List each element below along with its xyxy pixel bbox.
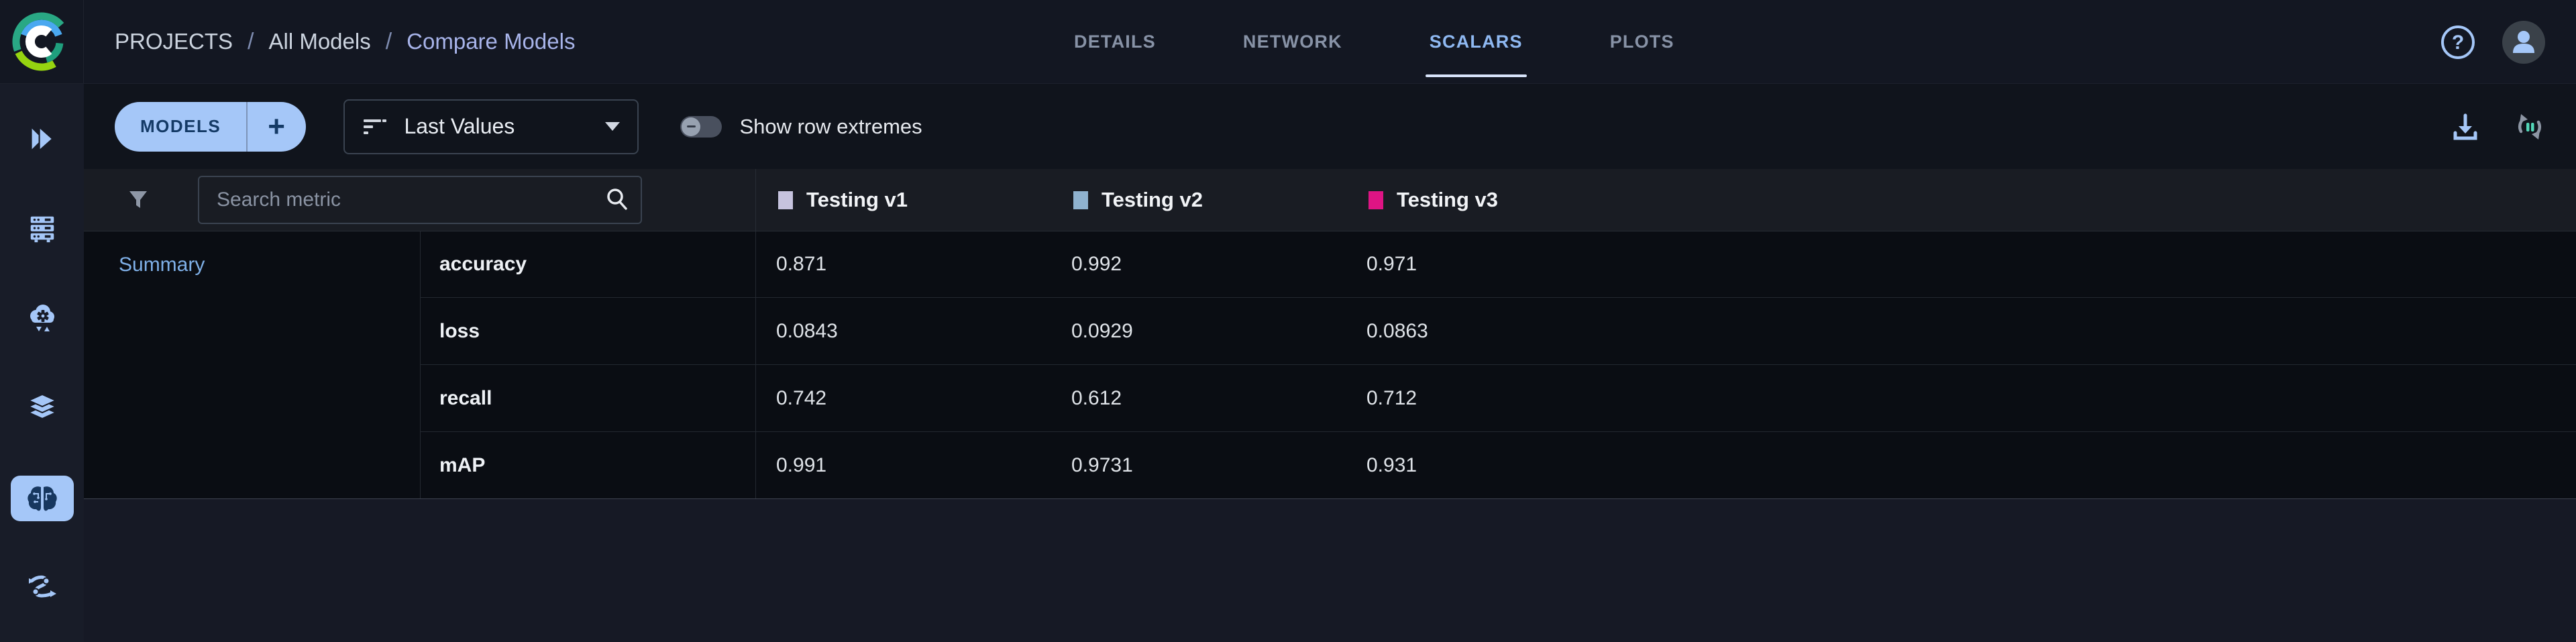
row-filler xyxy=(1642,231,2576,298)
models-pill: MODELS + xyxy=(115,101,307,152)
metric-value: 0.742 xyxy=(756,365,1051,432)
metric-search xyxy=(198,176,642,224)
tab-details[interactable]: DETAILS xyxy=(1074,32,1156,52)
column-header-testing-v2: Testing v2 xyxy=(1051,169,1346,231)
tab-network[interactable]: NETWORK xyxy=(1242,32,1342,52)
pipelines-icon xyxy=(28,575,56,598)
row-filler xyxy=(1642,432,2576,498)
auto-refresh-button[interactable] xyxy=(2513,110,2546,144)
nav-right-actions: ? xyxy=(2439,0,2576,84)
sidebar-item-datasets[interactable] xyxy=(11,386,74,431)
column-label: Testing v1 xyxy=(806,188,908,211)
values-mode-select[interactable]: Last Values xyxy=(343,99,639,154)
sidebar-item-workers-queues[interactable] xyxy=(11,206,74,252)
metric-value: 0.991 xyxy=(756,432,1051,498)
breadcrumb-compare-models: Compare Models xyxy=(407,29,576,54)
metric-group-cell: Summary xyxy=(84,231,421,498)
table-header-filler xyxy=(1642,169,2576,231)
tab-bar: DETAILS NETWORK SCALARS PLOTS xyxy=(1070,0,1678,84)
help-icon: ? xyxy=(2441,25,2475,59)
row-extremes-toggle[interactable] xyxy=(680,115,722,138)
main-content: MODELS + Last Values Show row extremes xyxy=(84,84,2576,642)
refresh-pause-icon xyxy=(2518,113,2541,140)
toggle-knob xyxy=(682,117,701,136)
sidebar-item-experiments[interactable] xyxy=(11,116,74,162)
column-header-testing-v1: Testing v1 xyxy=(756,169,1051,231)
sidebar-item-models[interactable] xyxy=(10,476,74,521)
models-button[interactable]: MODELS xyxy=(140,116,221,136)
values-mode-label: Last Values xyxy=(404,114,515,138)
brain-icon xyxy=(27,486,57,511)
cloud-gear-icon xyxy=(30,305,54,331)
column-label: Testing v2 xyxy=(1102,188,1203,211)
filter-icon[interactable] xyxy=(128,190,148,210)
sidebar xyxy=(0,84,84,642)
metric-name: accuracy xyxy=(421,231,756,298)
sidebar-item-pipelines[interactable] xyxy=(11,566,74,611)
sidebar-item-serving[interactable] xyxy=(11,296,74,341)
clearml-logo-icon xyxy=(12,12,64,71)
metric-value: 0.931 xyxy=(1346,432,1642,498)
tab-scalars[interactable]: SCALARS xyxy=(1425,0,1527,84)
metric-value: 0.0863 xyxy=(1346,298,1642,365)
search-metric-input[interactable] xyxy=(198,176,642,224)
metric-value: 0.971 xyxy=(1346,231,1642,298)
breadcrumb-separator: / xyxy=(385,28,392,54)
help-button[interactable]: ? xyxy=(2439,23,2477,61)
user-avatar[interactable] xyxy=(2502,20,2545,64)
user-icon xyxy=(2513,30,2534,53)
tab-plots[interactable]: PLOTS xyxy=(1609,32,1674,52)
series-color-swatch xyxy=(1368,191,1383,209)
compare-toolbar: MODELS + Last Values Show row extremes xyxy=(84,84,2576,169)
metric-name: mAP xyxy=(421,432,756,498)
breadcrumb: PROJECTS / All Models / Compare Models xyxy=(115,29,575,55)
values-mode-icon xyxy=(364,119,387,134)
empty-area xyxy=(84,499,2576,642)
row-filler xyxy=(1642,298,2576,365)
metric-value: 0.712 xyxy=(1346,365,1642,432)
toolbar-right-actions xyxy=(2450,84,2576,169)
add-model-button[interactable]: + xyxy=(246,101,306,152)
metric-value: 0.0929 xyxy=(1051,298,1346,365)
row-extremes-control: Show row extremes xyxy=(680,115,922,139)
breadcrumb-separator: / xyxy=(248,28,254,54)
metric-name: recall xyxy=(421,365,756,432)
metric-name: loss xyxy=(421,298,756,365)
double-play-icon xyxy=(32,125,54,153)
svg-text:?: ? xyxy=(2452,32,2464,54)
row-filler xyxy=(1642,365,2576,432)
download-csv-button[interactable] xyxy=(2450,111,2481,142)
chevron-down-icon xyxy=(605,122,621,131)
breadcrumb-all-models[interactable]: All Models xyxy=(268,29,371,54)
download-icon xyxy=(2453,113,2477,140)
table-header-search-cell xyxy=(84,169,756,231)
server-stack-icon xyxy=(30,216,54,243)
top-nav: PROJECTS / All Models / Compare Models D… xyxy=(0,0,2576,84)
metric-value: 0.612 xyxy=(1051,365,1346,432)
row-extremes-label: Show row extremes xyxy=(739,114,922,138)
search-icon xyxy=(607,189,627,210)
layers-icon xyxy=(27,393,57,420)
metric-value: 0.871 xyxy=(756,231,1051,298)
clearml-logo[interactable] xyxy=(0,0,84,84)
series-color-swatch xyxy=(1073,191,1088,209)
column-label: Testing v3 xyxy=(1397,188,1499,211)
metric-value: 0.0843 xyxy=(756,298,1051,365)
metric-value: 0.9731 xyxy=(1051,432,1346,498)
metric-group-summary-link[interactable]: Summary xyxy=(119,254,205,276)
scalars-comparison-table: Testing v1 Testing v2 Testing v3 Summary… xyxy=(84,169,2576,499)
column-header-testing-v3: Testing v3 xyxy=(1346,169,1642,231)
series-color-swatch xyxy=(778,191,793,209)
breadcrumb-projects[interactable]: PROJECTS xyxy=(115,29,233,54)
metric-value: 0.992 xyxy=(1051,231,1346,298)
